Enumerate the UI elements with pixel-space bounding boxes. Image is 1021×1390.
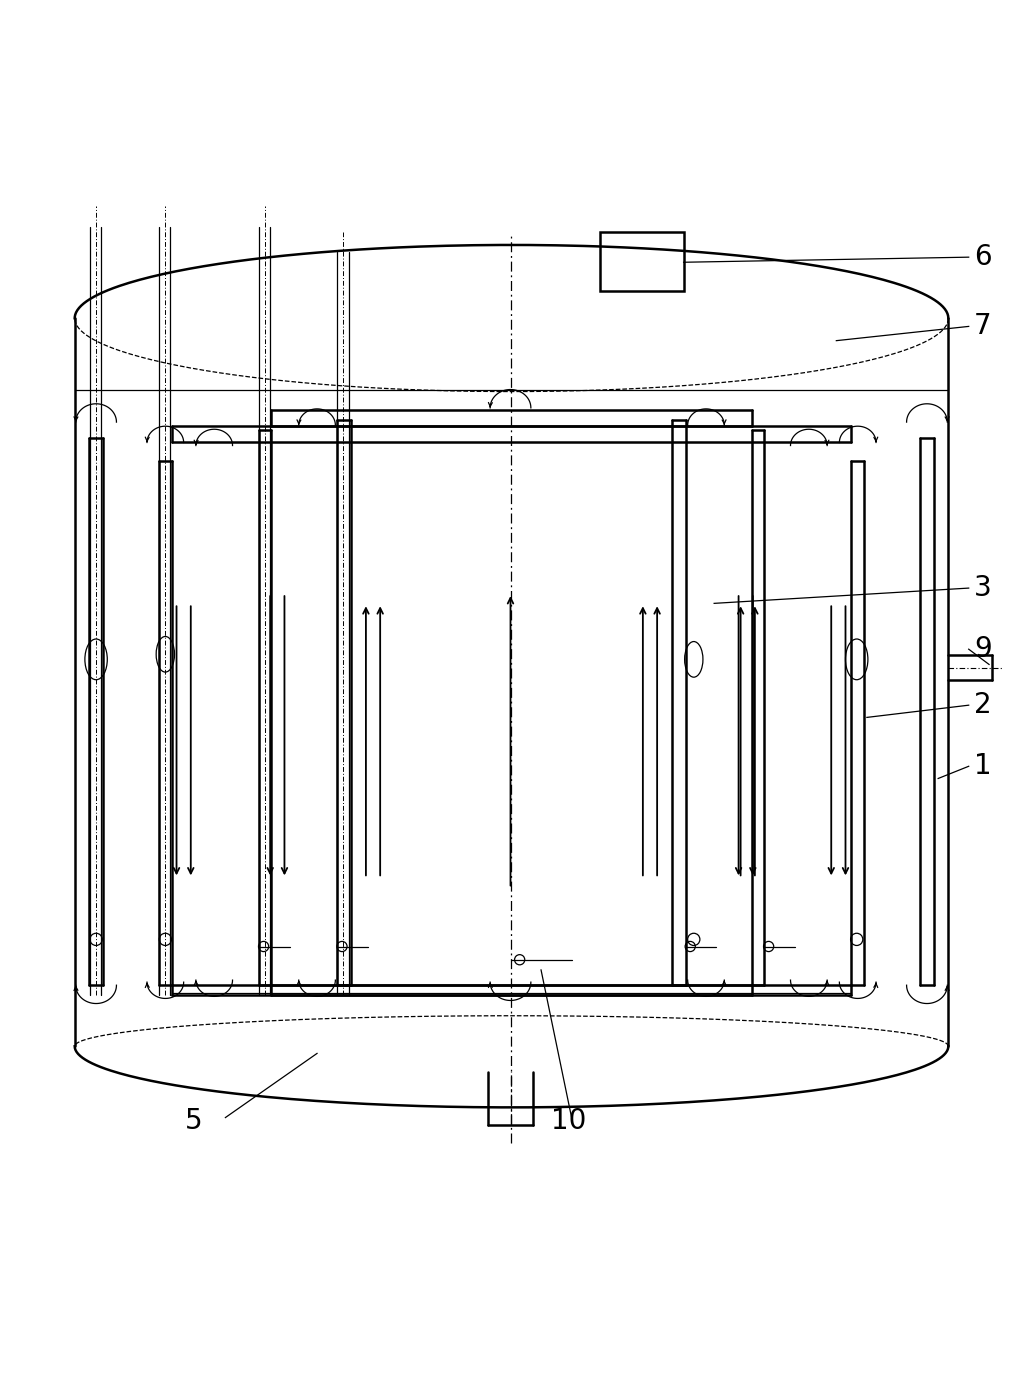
Text: 9: 9 bbox=[974, 635, 991, 663]
Text: 5: 5 bbox=[185, 1106, 202, 1134]
Text: 1: 1 bbox=[974, 752, 991, 780]
Bar bbox=[600, 232, 684, 291]
Text: 3: 3 bbox=[974, 574, 991, 602]
Text: 10: 10 bbox=[551, 1106, 587, 1134]
Text: 7: 7 bbox=[974, 313, 991, 341]
Text: 2: 2 bbox=[974, 691, 991, 719]
Text: 6: 6 bbox=[974, 243, 991, 271]
